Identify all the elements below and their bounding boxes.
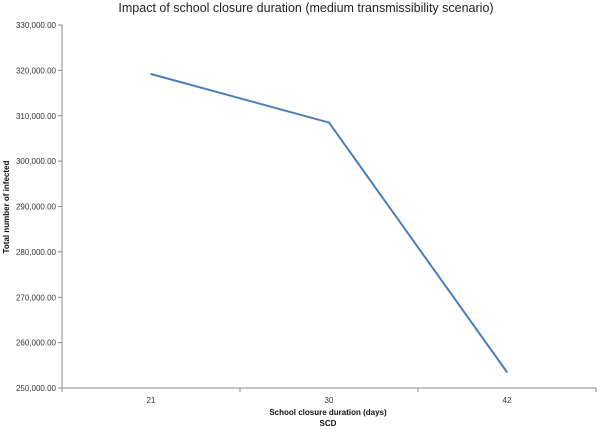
x-tick-label: 42 bbox=[503, 396, 512, 405]
x-tick-label: 30 bbox=[325, 396, 334, 405]
y-tick-label: 270,000.00 bbox=[16, 293, 57, 302]
x-tick-label: 21 bbox=[147, 396, 156, 405]
x-axis-label: School closure duration (days) bbox=[269, 408, 387, 417]
y-axis-label: Total number of infected bbox=[2, 161, 11, 254]
data-point bbox=[328, 121, 330, 124]
y-tick-label: 300,000.00 bbox=[16, 157, 57, 166]
y-tick-label: 330,000.00 bbox=[16, 21, 57, 30]
y-axis: 250,000.00 260,000.00 270,000.00 280,000.00… bbox=[16, 21, 63, 393]
data-point bbox=[506, 371, 508, 373]
y-tick-label: 250,000.00 bbox=[16, 384, 57, 393]
y-tick-label: 320,000.00 bbox=[16, 66, 57, 75]
data-point bbox=[150, 73, 152, 75]
x-axis: 21 30 42 bbox=[61, 387, 597, 405]
y-tick-label: 260,000.00 bbox=[16, 339, 57, 348]
y-tick-label: 280,000.00 bbox=[16, 248, 57, 257]
y-tick-label: 310,000.00 bbox=[16, 112, 57, 121]
chart-title: Impact of school closure duration (mediu… bbox=[118, 1, 493, 15]
x-axis-sublabel: SCD bbox=[320, 419, 337, 428]
y-tick-label: 290,000.00 bbox=[16, 203, 57, 212]
series-layer bbox=[150, 73, 508, 373]
series-line bbox=[150, 73, 508, 373]
